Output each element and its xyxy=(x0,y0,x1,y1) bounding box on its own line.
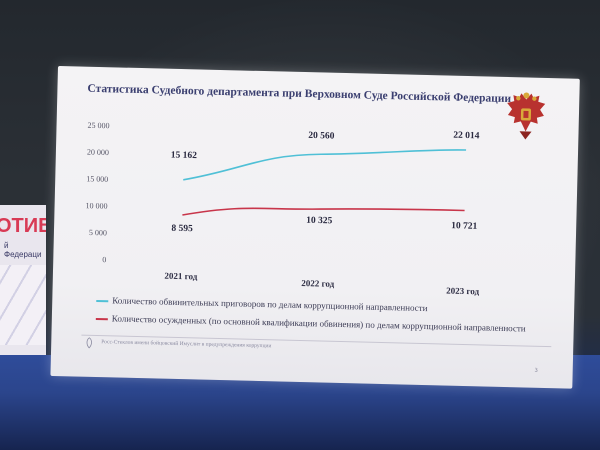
y-tick-label: 10 000 xyxy=(85,201,107,211)
background-banner: ОТИВ й Федераци xyxy=(0,205,46,355)
x-axis: 2021 год 2022 год 2023 год xyxy=(164,271,480,297)
banner-text: ОТИВ xyxy=(0,215,46,237)
banner-pattern xyxy=(0,265,46,345)
data-label: 10 721 xyxy=(451,221,478,232)
legend-swatch-series1 xyxy=(96,299,109,303)
data-label: 22 014 xyxy=(453,131,480,142)
x-tick-label: 2022 год xyxy=(301,278,335,289)
y-tick-label: 25 000 xyxy=(87,121,109,131)
series-lines xyxy=(182,149,467,216)
legend-swatch-series2 xyxy=(95,317,108,321)
data-label: 8 595 xyxy=(171,224,193,235)
data-label: 15 162 xyxy=(171,151,198,162)
data-label: 10 325 xyxy=(306,216,333,227)
banner-subtext: й Федераци xyxy=(4,241,42,259)
y-axis: 0 5 000 10 000 15 000 20 000 25 000 xyxy=(85,121,109,264)
double-headed-eagle-emblem-icon xyxy=(507,92,546,140)
x-tick-label: 2021 год xyxy=(164,271,198,282)
leaf-logo-icon xyxy=(86,337,92,349)
y-tick-label: 5 000 xyxy=(89,228,107,237)
data-labels: 15 162 20 560 22 014 8 595 10 325 10 721 xyxy=(171,131,480,235)
data-label: 20 560 xyxy=(308,131,335,142)
y-tick-label: 0 xyxy=(102,255,106,264)
x-tick-label: 2023 год xyxy=(446,286,480,297)
y-tick-label: 20 000 xyxy=(87,148,109,158)
series-line-2 xyxy=(182,207,465,216)
series-line-1 xyxy=(183,149,467,181)
y-tick-label: 15 000 xyxy=(86,174,108,184)
presentation-slide: Статистика Судебного департамента при Ве… xyxy=(50,66,580,389)
page-number: 3 xyxy=(534,367,538,374)
